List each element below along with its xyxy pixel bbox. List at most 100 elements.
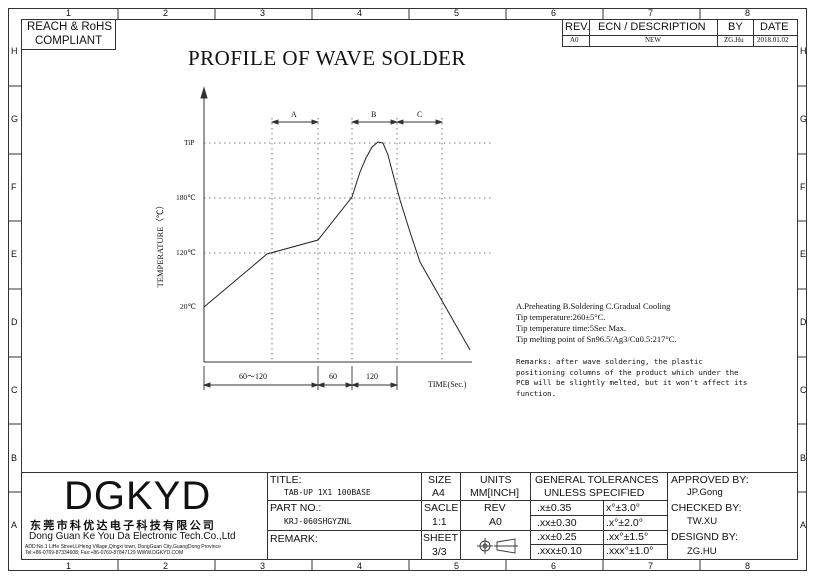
rev-header-date: DATE <box>760 21 789 33</box>
size-label: SIZE <box>428 474 452 486</box>
rev-value-ecn: NEW <box>645 36 661 44</box>
rev-value: A0 <box>489 516 502 528</box>
title-label: TITLE: <box>270 474 302 486</box>
company-contact: Tel:+86-0769-87334608; Fax:+86-0769-8784… <box>25 550 184 556</box>
diagram-title: PROFILE OF WAVE SOLDER <box>188 46 467 70</box>
col-label-4-bottom: 4 <box>357 561 363 571</box>
tolerances-title-1: GENERAL TOLERANCES <box>535 474 659 486</box>
tolerance-linear-4: .xxx±0.10 <box>537 545 582 557</box>
rev-header-ecn: ECN / DESCRIPTION <box>598 21 706 33</box>
row-label-a: A <box>11 520 18 530</box>
row-label-g: G <box>11 114 19 124</box>
row-label-c: C <box>11 385 18 395</box>
phase-legend: A.Preheating B.Soldering C.Gradual Cooli… <box>516 301 671 311</box>
col-label-5: 5 <box>454 8 460 18</box>
compliance-line-2: COMPLIANT <box>35 35 103 47</box>
remark-label: REMARK: <box>270 533 318 545</box>
designed-value: ZG.HU <box>687 546 717 557</box>
row-label-a-right: A <box>800 520 807 530</box>
size-value: A4 <box>432 487 445 499</box>
company-name-en: Dong Guan Ke You Da Electronic Tech.Co.,… <box>29 531 236 542</box>
phase-label-b: B <box>371 110 377 119</box>
y-axis-label: TEMPERATURE（℃） <box>154 201 165 288</box>
row-label-c-right: C <box>800 385 807 395</box>
rev-value-rev: A0 <box>570 36 579 44</box>
time-segment-ramp: 60 <box>329 372 337 381</box>
row-label-h: H <box>11 46 18 56</box>
remarks-line-4: function. <box>516 389 557 398</box>
rev-label: REV <box>484 502 506 514</box>
row-label-f: F <box>11 182 17 192</box>
rev-header-by: BY <box>728 21 743 33</box>
rev-header-rev: REV. <box>565 21 590 33</box>
scale-value: 1:1 <box>432 516 447 528</box>
approved-value: JP.Gong <box>687 487 723 498</box>
units-value: MM[INCH] <box>470 487 519 499</box>
designed-label: DESIGND BY: <box>671 531 739 543</box>
rev-value-by: ZG.Hu <box>724 36 744 44</box>
col-label-2: 2 <box>163 8 169 18</box>
col-label-8-bottom: 8 <box>745 561 751 571</box>
y-tick-120: 120℃ <box>176 248 196 257</box>
y-tick-20: 20℃ <box>180 302 196 311</box>
x-axis-label: TIME(Sec.) <box>428 380 467 389</box>
col-label-8: 8 <box>745 8 751 18</box>
row-label-f-right: F <box>800 182 806 192</box>
tolerance-linear-1: .x±0.35 <box>537 502 572 514</box>
phase-label-a: A <box>291 110 297 119</box>
title-value: TAB-UP 1X1 100BASE <box>284 488 371 497</box>
compliance-line-1: REACH & RoHS <box>27 21 112 33</box>
row-label-e: E <box>11 249 18 259</box>
remarks-line-2: positioning columns of the product which… <box>516 368 739 377</box>
sheet-value: 3/3 <box>432 546 447 558</box>
time-segment-preheat: 60～120 <box>239 372 267 381</box>
sheet-label: SHEET <box>423 532 459 544</box>
row-label-b: B <box>11 453 18 463</box>
row-label-h-right: H <box>800 46 807 56</box>
row-label-d: D <box>11 317 18 327</box>
checked-value: TW.XU <box>687 516 718 527</box>
col-label-1: 1 <box>66 8 72 18</box>
tolerance-linear-2: .xx±0.30 <box>537 517 577 529</box>
note-line-3: Tip melting point of Sn96.5/Ag3/Cu0.5:21… <box>516 334 677 344</box>
row-label-e-right: E <box>800 249 807 259</box>
col-label-1-bottom: 1 <box>66 561 72 571</box>
col-label-6-bottom: 6 <box>551 561 557 571</box>
tolerance-linear-3: .xx±0.25 <box>537 531 577 543</box>
approved-label: APPROVED BY: <box>671 474 749 486</box>
tolerance-angular-4: .xxx°±1.0° <box>606 545 654 557</box>
row-label-b-right: B <box>800 453 807 463</box>
y-tick-180: 180℃ <box>176 193 196 202</box>
note-line-1: Tip temperature:260±5°C. <box>516 312 606 322</box>
tolerance-angular-3: .xx°±1.5° <box>606 531 649 543</box>
col-label-3-bottom: 3 <box>260 561 266 571</box>
phase-label-c: C <box>417 110 423 119</box>
company-logo: DGKYD <box>64 474 212 518</box>
col-label-5-bottom: 5 <box>454 561 460 571</box>
checked-label: CHECKED BY: <box>671 502 742 514</box>
company-name-cn: 东莞市科优达电子科技有限公司 <box>30 519 217 532</box>
time-segment-solder: 120 <box>366 372 378 381</box>
scale-label: SACLE <box>424 502 459 514</box>
col-label-7-bottom: 7 <box>648 561 654 571</box>
row-label-d-right: D <box>800 317 807 327</box>
tolerances-title-2: UNLESS SPECIFIED <box>544 487 645 499</box>
projection-symbol-icon <box>477 538 518 554</box>
note-line-2: Tip temperature time:5Sec Max. <box>516 323 627 333</box>
units-label: UNITS <box>480 474 512 486</box>
col-label-7: 7 <box>648 8 654 18</box>
col-label-4: 4 <box>357 8 363 18</box>
part-value: KRJ-060SHGYZNL <box>284 517 352 526</box>
col-label-3: 3 <box>260 8 266 18</box>
tolerance-angular-1: x°±3.0° <box>606 502 641 514</box>
remarks-line-1: Remarks: after wave soldering, the plast… <box>516 357 703 366</box>
tolerance-angular-2: .x°±2.0° <box>606 517 643 529</box>
row-label-g-right: G <box>800 114 808 124</box>
col-label-2-bottom: 2 <box>163 561 169 571</box>
y-tick-tip: TiP <box>184 138 195 147</box>
company-address: ADD:No.1 LiHe Street,LiHeng Village,Qing… <box>25 544 221 550</box>
rev-value-date: 2018.01.02 <box>757 36 789 44</box>
remarks-line-3: PCB will be slightly melted, but it won'… <box>516 378 748 387</box>
part-label: PART NO.: <box>270 502 322 514</box>
